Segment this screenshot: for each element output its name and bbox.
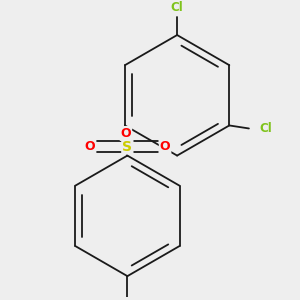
Text: S: S (122, 140, 132, 154)
Text: Cl: Cl (259, 122, 272, 135)
Text: O: O (160, 140, 170, 153)
Text: O: O (84, 140, 95, 153)
Text: O: O (121, 127, 131, 140)
Text: Cl: Cl (171, 2, 184, 14)
